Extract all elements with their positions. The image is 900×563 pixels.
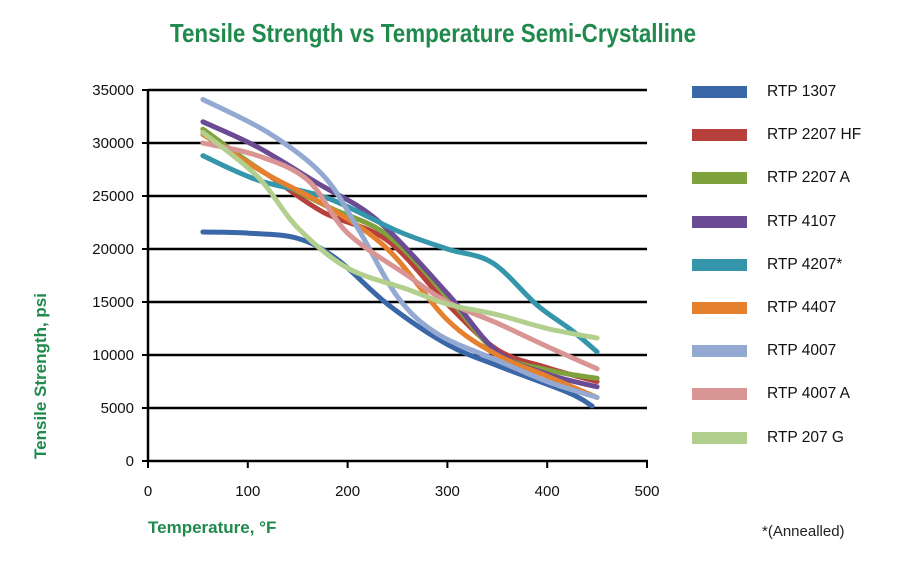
series-line-rtp-4407 <box>200 132 600 400</box>
legend-item-rtp-4007: RTP 4007 <box>692 341 836 361</box>
y-tick-label: 35000 <box>92 82 134 99</box>
legend-label: RTP 4107 <box>767 212 837 230</box>
series-line-rtp-207-g <box>200 129 600 341</box>
legend-label: RTP 4407 <box>767 299 837 316</box>
legend-item-rtp-2207-hf: RTP 2207 HF <box>692 125 861 145</box>
y-tick-label: 20000 <box>92 241 134 258</box>
legend-item-rtp-207-g: RTP 207 G <box>692 428 844 448</box>
y-tick-label: 0 <box>126 453 134 470</box>
y-tick-label: 15000 <box>92 294 134 311</box>
legend-item-rtp-4007-a: RTP 4007 A <box>692 384 850 404</box>
series-line-rtp-4007-a <box>200 140 600 372</box>
series-line-rtp-1307 <box>200 229 595 409</box>
legend-label: RTP 2207 HF <box>767 126 862 144</box>
tick-labels: 0 5000 10000 15000 20000 25000 30000 35000 0 100 2… <box>92 82 659 500</box>
legend-swatch <box>692 388 747 401</box>
legend-label: RTP 207 G <box>767 428 844 446</box>
legend-swatch <box>692 258 747 271</box>
footnote: *(Annealled) <box>762 523 845 540</box>
legend-swatch <box>692 431 747 444</box>
x-axis-label: Temperature, °F <box>148 518 277 537</box>
legend-label: RTP 1307 <box>767 83 837 100</box>
legend-item-rtp-4207: RTP 4207* <box>692 255 842 275</box>
series-line-rtp-4207 <box>200 153 600 355</box>
legend-label: RTP 4207* <box>767 255 843 273</box>
legend-swatch <box>692 172 747 185</box>
legend-item-rtp-4407: RTP 4407 <box>692 298 836 318</box>
legend-swatch <box>692 86 747 98</box>
legend-label: RTP 4007 <box>767 342 837 360</box>
y-axis-label: Tensile Strength, psi <box>31 293 50 459</box>
gridlines <box>148 88 647 410</box>
x-tick-label: 300 <box>435 483 460 500</box>
y-tick-label: 25000 <box>92 188 134 205</box>
legend-label: RTP 2207 A <box>767 169 851 187</box>
legend-swatch <box>692 129 747 142</box>
legend-swatch <box>692 302 747 314</box>
legend-item-rtp-1307: RTP 1307 <box>692 82 836 102</box>
chart-title: Tensile Strength vs Temperature Semi-Cry… <box>169 18 697 48</box>
y-tick-label: 30000 <box>92 135 134 152</box>
series-line-rtp-4007 <box>200 97 600 400</box>
axes <box>142 89 648 468</box>
y-tick-label: 5000 <box>101 400 134 417</box>
legend-swatch <box>692 345 747 358</box>
legend-swatch <box>692 215 747 228</box>
legend-item-rtp-2207-a: RTP 2207 A <box>692 168 850 188</box>
x-tick-label: 0 <box>144 483 152 500</box>
series-lines <box>200 97 600 409</box>
x-tick-label: 500 <box>634 483 659 500</box>
x-tick-label: 400 <box>535 483 560 500</box>
legend-item-rtp-4107: RTP 4107 <box>692 212 836 232</box>
legend-label: RTP 4007 A <box>767 385 851 403</box>
y-tick-label: 10000 <box>92 347 134 364</box>
x-tick-label: 200 <box>335 483 360 500</box>
x-tick-label: 100 <box>235 483 260 500</box>
